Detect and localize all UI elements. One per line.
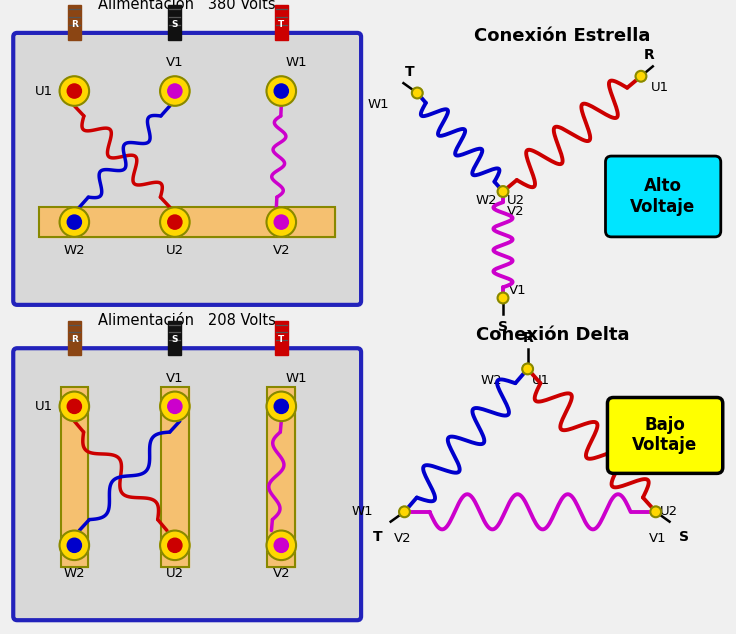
Circle shape	[651, 507, 661, 517]
Circle shape	[168, 538, 182, 552]
Circle shape	[160, 531, 190, 560]
Text: T: T	[373, 529, 383, 543]
Text: V2: V2	[272, 243, 290, 257]
Bar	[68, 321, 81, 355]
Circle shape	[160, 76, 190, 106]
Circle shape	[636, 71, 646, 82]
Circle shape	[67, 215, 82, 229]
Text: W1: W1	[286, 372, 307, 385]
Text: S: S	[171, 335, 178, 344]
Circle shape	[60, 76, 89, 106]
Circle shape	[266, 392, 296, 421]
Text: R: R	[523, 332, 533, 346]
Circle shape	[60, 392, 89, 421]
FancyBboxPatch shape	[607, 398, 723, 474]
Text: Conexión Delta: Conexión Delta	[475, 327, 629, 344]
Text: V1: V1	[509, 283, 526, 297]
Circle shape	[266, 531, 296, 560]
Text: V1: V1	[166, 56, 184, 69]
Text: U1: U1	[35, 400, 53, 413]
Text: V2: V2	[394, 531, 411, 545]
Text: V1: V1	[166, 372, 184, 385]
Text: W2: W2	[63, 243, 85, 257]
Text: Conexión Estrella: Conexión Estrella	[474, 27, 651, 45]
Text: R: R	[71, 20, 78, 29]
Bar	[275, 5, 288, 40]
Bar	[39, 207, 336, 237]
Circle shape	[160, 207, 190, 237]
Text: V2: V2	[507, 205, 525, 218]
Circle shape	[498, 292, 509, 304]
Circle shape	[266, 76, 296, 106]
Text: U2: U2	[507, 193, 525, 207]
Text: U1: U1	[531, 374, 550, 387]
Text: S: S	[498, 320, 508, 333]
Text: U2: U2	[659, 505, 678, 519]
Text: U1: U1	[35, 84, 53, 98]
Text: Alto
Voltaje: Alto Voltaje	[630, 177, 696, 216]
Circle shape	[399, 507, 410, 517]
Circle shape	[275, 399, 289, 413]
Circle shape	[60, 207, 89, 237]
Circle shape	[275, 84, 289, 98]
Text: Alimentación   208 Volts: Alimentación 208 Volts	[98, 313, 276, 328]
Text: V1: V1	[649, 531, 667, 545]
Text: W2: W2	[475, 193, 497, 207]
Text: Bajo
Voltaje: Bajo Voltaje	[632, 415, 697, 455]
Circle shape	[168, 215, 182, 229]
Text: W1: W1	[351, 505, 373, 519]
Circle shape	[266, 207, 296, 237]
Bar	[60, 387, 88, 567]
Text: V2: V2	[272, 567, 290, 580]
Circle shape	[67, 399, 82, 413]
Bar	[39, 207, 336, 237]
Bar	[169, 5, 181, 40]
Circle shape	[412, 87, 422, 98]
Circle shape	[168, 84, 182, 98]
Text: U1: U1	[651, 81, 669, 94]
Bar	[68, 5, 81, 40]
Text: R: R	[643, 48, 654, 63]
Text: U2: U2	[166, 243, 184, 257]
Bar	[60, 387, 88, 567]
Circle shape	[498, 186, 509, 197]
Text: W1: W1	[286, 56, 307, 69]
FancyBboxPatch shape	[13, 348, 361, 620]
Text: W2: W2	[63, 567, 85, 580]
Circle shape	[67, 84, 82, 98]
Circle shape	[523, 363, 533, 374]
Text: U2: U2	[166, 567, 184, 580]
Circle shape	[67, 538, 82, 552]
Circle shape	[168, 399, 182, 413]
Bar	[161, 387, 188, 567]
Circle shape	[60, 531, 89, 560]
Bar	[275, 321, 288, 355]
Circle shape	[275, 215, 289, 229]
Bar	[169, 321, 181, 355]
FancyBboxPatch shape	[606, 156, 721, 237]
FancyBboxPatch shape	[13, 33, 361, 305]
Text: T: T	[278, 335, 284, 344]
Circle shape	[275, 538, 289, 552]
Text: S: S	[679, 529, 690, 543]
Text: R: R	[71, 335, 78, 344]
Text: S: S	[171, 20, 178, 29]
Bar	[161, 387, 188, 567]
Bar	[267, 387, 295, 567]
Text: Alimentación   380 Volts: Alimentación 380 Volts	[99, 0, 276, 13]
Text: T: T	[278, 20, 284, 29]
Text: T: T	[405, 65, 414, 79]
Bar	[267, 387, 295, 567]
Text: W2: W2	[481, 374, 502, 387]
Circle shape	[160, 392, 190, 421]
Text: W1: W1	[368, 98, 389, 111]
